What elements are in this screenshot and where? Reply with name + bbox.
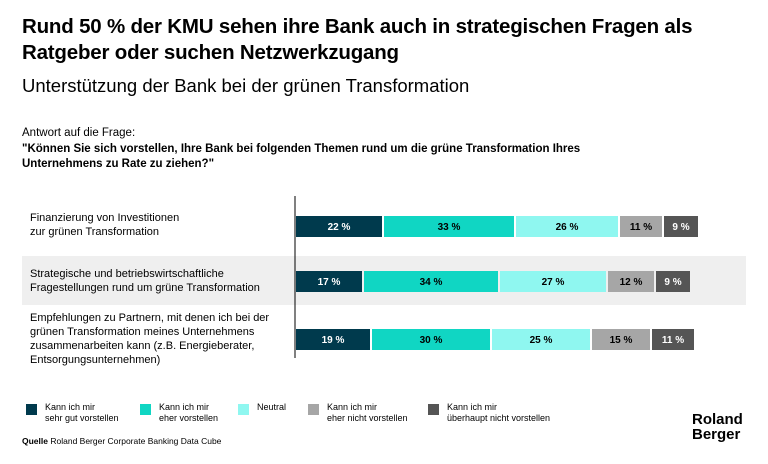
bar-value-label-1-3: 26 % [556, 222, 579, 233]
bar-segment-2-4 [608, 271, 654, 292]
bar-value-label-1-1: 22 % [328, 222, 351, 233]
bar-segment-2-2 [364, 271, 498, 292]
legend-label-4: Kann ich mir eher nicht vorstellen [327, 402, 408, 423]
bar-segment-1-2 [384, 216, 514, 237]
legend-item-3: Neutral [238, 402, 286, 415]
chart-subtitle: Unterstützung der Bank bei der grünen Tr… [22, 75, 470, 96]
bar-segment-3-5 [652, 329, 694, 350]
bar-value-label-1-5: 9 % [672, 222, 689, 233]
bar-segment-3-1 [296, 329, 370, 350]
legend-label-3: Neutral [257, 402, 287, 412]
legend-label-5: Kann ich mir überhaupt nicht vorstellen [447, 402, 551, 423]
bar-value-label-3-5: 11 % [662, 335, 684, 346]
legend-label-1: Kann ich mir sehr gut vorstellen [45, 402, 119, 423]
bar-value-label-1-2: 33 % [438, 222, 461, 233]
source-note: Quelle Roland Berger Corporate Banking D… [22, 436, 221, 446]
bar-segment-3-4 [592, 329, 650, 350]
legend-label-2: Kann ich mir eher vorstellen [159, 402, 219, 423]
bar-segment-1-5 [664, 216, 698, 237]
legend-swatch-2 [140, 404, 151, 415]
legend-item-2: Kann ich mir eher vorstellen [140, 402, 218, 424]
legend-swatch-5 [428, 404, 439, 415]
bar-value-label-3-4: 15 % [610, 335, 633, 346]
bar-value-label-1-4: 11 % [630, 222, 652, 233]
bar-segment-2-3 [500, 271, 606, 292]
bar-value-label-3-2: 30 % [420, 335, 443, 346]
bar-segment-1-4 [620, 216, 662, 237]
bar-segment-3-2 [372, 329, 490, 350]
legend-swatch-3 [238, 404, 249, 415]
bar-segment-2-1 [296, 271, 362, 292]
bar-value-label-2-1: 17 % [318, 277, 341, 288]
legend-swatch-4 [308, 404, 319, 415]
question-text: "Können Sie sich vorstellen, Ihre Bank b… [22, 143, 581, 170]
category-label-2: Strategische und betriebswirtschaftliche… [30, 268, 260, 294]
category-label-3: Empfehlungen zu Partnern, mit denen ich … [30, 312, 270, 366]
category-label-1: Finanzierung von Investitionen zur grüne… [30, 212, 180, 238]
bar-segment-1-1 [296, 216, 382, 237]
bar-segment-1-3 [516, 216, 618, 237]
roland-berger-logo: Roland Berger [692, 412, 743, 442]
legend-item-4: Kann ich mir eher nicht vorstellen [308, 402, 408, 424]
bar-value-label-2-3: 27 % [542, 277, 565, 288]
logo-line-1: Roland [692, 411, 743, 428]
source-label: Quelle [22, 436, 48, 446]
legend-swatch-1 [26, 404, 37, 415]
bar-value-label-3-1: 19 % [322, 335, 345, 346]
question-intro: Antwort auf die Frage: [22, 127, 136, 139]
bar-value-label-3-3: 25 % [530, 335, 553, 346]
legend-item-1: Kann ich mir sehr gut vorstellen [26, 402, 119, 424]
bar-segment-3-3 [492, 329, 590, 350]
bar-value-label-2-5: 9 % [664, 277, 681, 288]
bar-segment-2-5 [656, 271, 690, 292]
chart-title: Rund 50 % der KMU sehen ihre Bank auch i… [22, 15, 693, 64]
logo-line-2: Berger [692, 426, 741, 443]
bar-value-label-2-4: 12 % [620, 277, 643, 288]
source-text: Roland Berger Corporate Banking Data Cub… [50, 436, 222, 446]
legend-item-5: Kann ich mir überhaupt nicht vorstellen [428, 402, 550, 424]
bar-value-label-2-2: 34 % [420, 277, 443, 288]
